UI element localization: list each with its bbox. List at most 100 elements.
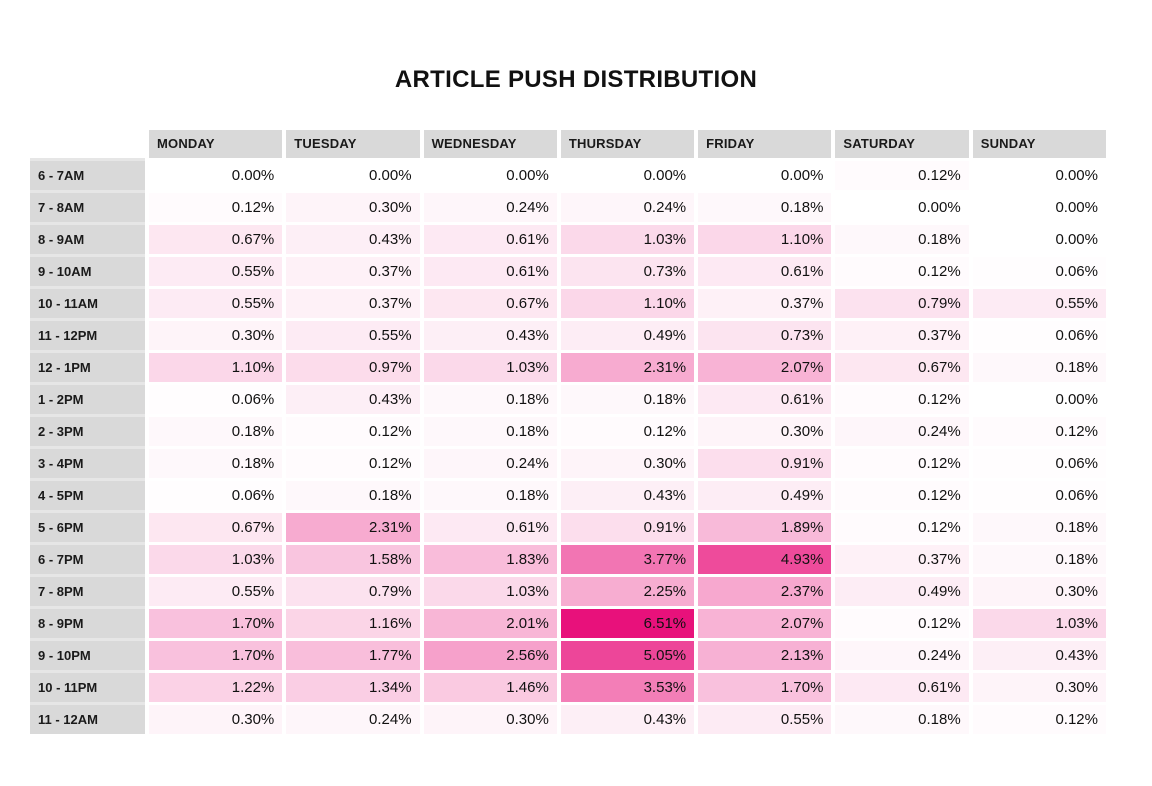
heatmap-cell: 0.18%: [423, 481, 557, 510]
heatmap-cell: 0.43%: [423, 321, 557, 350]
row-label: 4 - 5PM: [30, 481, 145, 510]
row-label: 8 - 9AM: [30, 225, 145, 254]
heatmap-cell: 0.30%: [423, 705, 557, 734]
heatmap-cell: 0.30%: [149, 705, 283, 734]
heatmap-cell: 0.00%: [972, 225, 1106, 254]
heatmap-cell: 0.18%: [972, 513, 1106, 542]
heatmap-cell: 0.49%: [560, 321, 695, 350]
heatmap-cell: 0.06%: [972, 257, 1106, 286]
heatmap-cell: 0.43%: [560, 705, 695, 734]
heatmap-cell: 3.77%: [560, 545, 695, 574]
heatmap-cell: 0.43%: [286, 225, 420, 254]
heatmap-cell: 0.18%: [286, 481, 420, 510]
row-label: 9 - 10AM: [30, 257, 145, 286]
heatmap-cell: 0.00%: [972, 385, 1106, 414]
heatmap-cell: 2.31%: [560, 353, 695, 382]
heatmap-cell: 1.03%: [560, 225, 695, 254]
heatmap-cell: 0.18%: [149, 449, 283, 478]
heatmap-cell: 0.43%: [286, 385, 420, 414]
row-label: 7 - 8AM: [30, 193, 145, 222]
heatmap-cell: 0.24%: [560, 193, 695, 222]
heatmap-cell: 2.01%: [423, 609, 557, 638]
heatmap-cell: 1.89%: [698, 513, 832, 542]
heatmap-cell: 1.70%: [698, 673, 832, 702]
heatmap-cell: 0.06%: [149, 481, 283, 510]
heatmap-cell: 1.10%: [698, 225, 832, 254]
heatmap-cell: 0.61%: [835, 673, 969, 702]
row-label: 5 - 6PM: [30, 513, 145, 542]
heatmap-cell: 1.03%: [149, 545, 283, 574]
row-label: 6 - 7AM: [30, 161, 145, 190]
heatmap-cell: 0.00%: [972, 193, 1106, 222]
heatmap-cell: 0.12%: [835, 385, 969, 414]
heatmap-cell: 0.61%: [423, 225, 557, 254]
row-label: 8 - 9PM: [30, 609, 145, 638]
heatmap-cell: 0.30%: [560, 449, 695, 478]
heatmap-cell: 0.12%: [286, 449, 420, 478]
column-header-monday: MONDAY: [149, 130, 283, 158]
heatmap-cell: 2.25%: [560, 577, 695, 606]
heatmap-cell: 0.18%: [972, 353, 1106, 382]
heatmap-cell: 0.79%: [835, 289, 969, 318]
heatmap-cell: 0.55%: [972, 289, 1106, 318]
heatmap-cell: 1.22%: [149, 673, 283, 702]
heatmap-cell: 2.07%: [698, 353, 832, 382]
heatmap-cell: 0.18%: [423, 417, 557, 446]
heatmap-cell: 0.61%: [698, 257, 832, 286]
heatmap-cell: 0.24%: [835, 417, 969, 446]
row-label: 12 - 1PM: [30, 353, 145, 382]
heatmap-cell: 3.53%: [560, 673, 695, 702]
heatmap-cell: 0.18%: [149, 417, 283, 446]
heatmap-cell: 0.00%: [560, 161, 695, 190]
heatmap-cell: 0.61%: [698, 385, 832, 414]
heatmap-cell: 0.18%: [560, 385, 695, 414]
heatmap-cell: 0.55%: [286, 321, 420, 350]
page-title: ARTICLE PUSH DISTRIBUTION: [394, 66, 758, 93]
row-label: 6 - 7PM: [30, 545, 145, 574]
heatmap-cell: 0.97%: [286, 353, 420, 382]
heatmap-cell: 0.00%: [286, 161, 420, 190]
heatmap-cell: 0.55%: [149, 289, 283, 318]
heatmap-cell: 2.56%: [423, 641, 557, 670]
heatmap-cell: 0.37%: [698, 289, 832, 318]
heatmap-cell: 1.03%: [423, 577, 557, 606]
heatmap-cell: 0.61%: [423, 513, 557, 542]
heatmap-cell: 0.18%: [835, 705, 969, 734]
heatmap-cell: 0.18%: [835, 225, 969, 254]
heatmap-table: MONDAY TUESDAY WEDNESDAY THURSDAY FRIDAY SATU…: [30, 130, 1106, 734]
heatmap-cell: 0.30%: [698, 417, 832, 446]
heatmap-cell: 0.55%: [149, 257, 283, 286]
row-label: 11 - 12AM: [30, 705, 145, 734]
row-label: 10 - 11AM: [30, 289, 145, 318]
heatmap-cell: 1.83%: [423, 545, 557, 574]
heatmap-cell: 1.77%: [286, 641, 420, 670]
row-label: 1 - 2PM: [30, 385, 145, 414]
row-label: 9 - 10PM: [30, 641, 145, 670]
heatmap-cell: 0.00%: [423, 161, 557, 190]
heatmap-cell: 2.13%: [698, 641, 832, 670]
heatmap-cell: 0.24%: [835, 641, 969, 670]
heatmap-cell: 0.06%: [972, 321, 1106, 350]
heatmap-cell: 0.61%: [423, 257, 557, 286]
heatmap-cell: 0.73%: [560, 257, 695, 286]
heatmap-cell: 1.10%: [149, 353, 283, 382]
column-header-sunday: SUNDAY: [972, 130, 1106, 158]
heatmap-cell: 0.18%: [423, 385, 557, 414]
heatmap-cell: 2.07%: [698, 609, 832, 638]
heatmap-cell: 0.12%: [835, 481, 969, 510]
heatmap-cell: 1.16%: [286, 609, 420, 638]
heatmap-cell: 0.30%: [286, 193, 420, 222]
heatmap-cell: 1.70%: [149, 641, 283, 670]
heatmap-cell: 4.93%: [698, 545, 832, 574]
heatmap-cell: 0.00%: [835, 193, 969, 222]
heatmap-cell: 0.06%: [149, 385, 283, 414]
heatmap-cell: 0.37%: [835, 545, 969, 574]
row-label: 10 - 11PM: [30, 673, 145, 702]
heatmap-cell: 0.49%: [835, 577, 969, 606]
heatmap-cell: 0.00%: [698, 161, 832, 190]
heatmap-cell: 1.70%: [149, 609, 283, 638]
heatmap-cell: 0.24%: [286, 705, 420, 734]
heatmap-cell: 1.58%: [286, 545, 420, 574]
heatmap-cell: 0.43%: [972, 641, 1106, 670]
heatmap-cell: 0.00%: [149, 161, 283, 190]
